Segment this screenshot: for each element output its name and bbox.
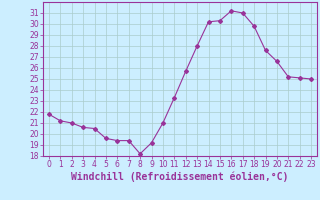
X-axis label: Windchill (Refroidissement éolien,°C): Windchill (Refroidissement éolien,°C): [71, 172, 289, 182]
